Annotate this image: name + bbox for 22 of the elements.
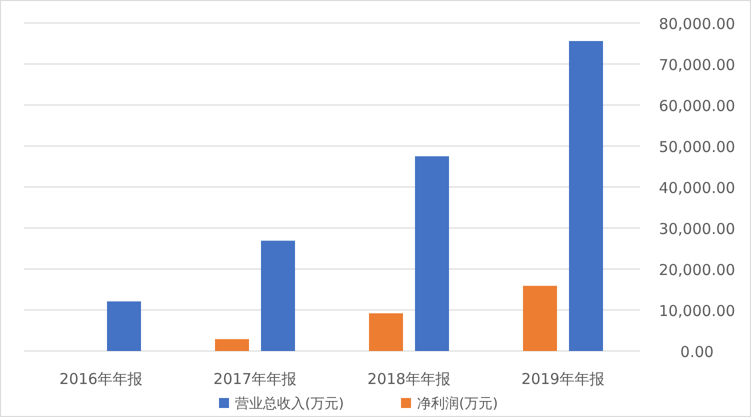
y-tick-label: 40,000.00 — [658, 179, 736, 197]
y-tick-label: 70,000.00 — [658, 56, 736, 74]
x-tick-label: 2018年年报 — [367, 370, 451, 388]
bar — [523, 286, 557, 351]
y-tick-label: 0.00 — [680, 343, 714, 361]
y-tick-label: 60,000.00 — [658, 97, 736, 115]
bar — [369, 313, 403, 351]
y-tick-label: 80,000.00 — [658, 15, 736, 33]
bar — [261, 240, 295, 351]
x-tick-label: 2017年年报 — [213, 370, 297, 388]
y-tick-label: 10,000.00 — [658, 302, 736, 320]
legend-label: 营业总收入(万元) — [235, 396, 344, 412]
bar — [415, 156, 449, 351]
bar — [569, 41, 603, 351]
y-tick-label: 30,000.00 — [658, 220, 736, 238]
bar — [107, 301, 141, 351]
x-tick-label: 2019年年报 — [521, 370, 605, 388]
y-tick-label: 20,000.00 — [658, 261, 736, 279]
x-tick-label: 2016年年报 — [59, 370, 143, 388]
bar — [215, 339, 249, 351]
legend-label: 净利润(万元) — [417, 396, 498, 412]
y-tick-label: 50,000.00 — [658, 138, 736, 156]
